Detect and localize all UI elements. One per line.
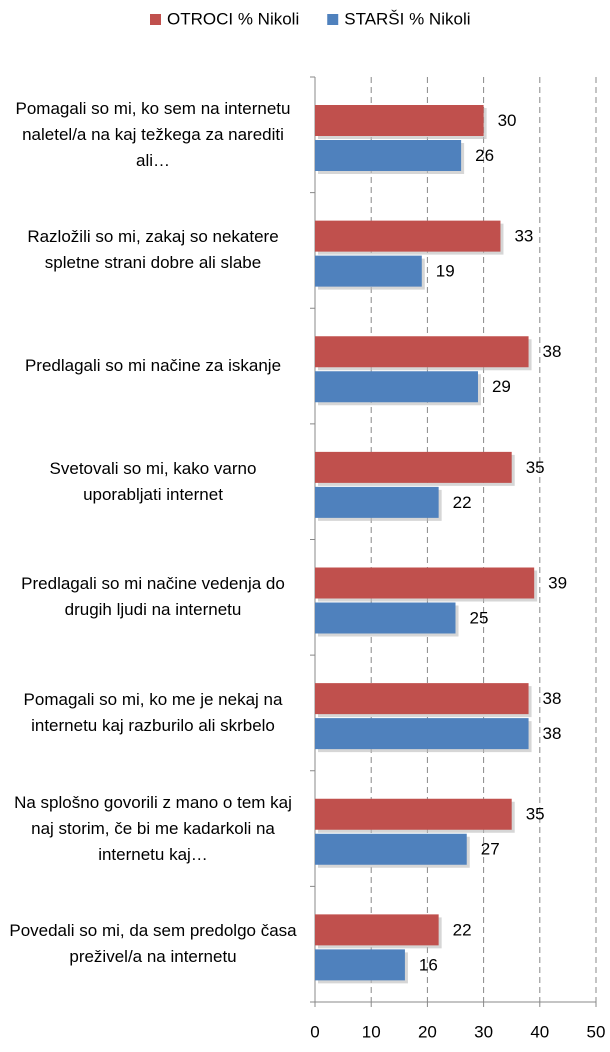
bar xyxy=(315,140,462,171)
bar xyxy=(315,833,467,865)
bar xyxy=(315,567,535,599)
data-label: 35 xyxy=(526,805,545,824)
x-tick-label: 20 xyxy=(418,1022,437,1041)
legend-swatch xyxy=(327,14,339,25)
bar xyxy=(315,798,512,830)
legend-swatch xyxy=(150,14,161,25)
data-label: 38 xyxy=(543,689,562,708)
bar xyxy=(315,105,484,136)
bar xyxy=(315,255,422,287)
bar xyxy=(315,602,456,634)
data-label: 38 xyxy=(543,724,562,743)
bar xyxy=(315,683,529,715)
bar xyxy=(315,371,478,403)
data-label: 35 xyxy=(526,458,545,477)
data-label: 29 xyxy=(492,377,511,396)
category-label: Pomagali so mi, ko sem na internetu nale… xyxy=(15,98,291,170)
data-label: 38 xyxy=(543,342,562,361)
data-label: 39 xyxy=(548,573,567,592)
bar xyxy=(315,914,439,946)
category-label: Svetovali so mi, kako varno uporabljati … xyxy=(49,458,257,504)
data-label: 25 xyxy=(470,608,489,627)
data-label: 22 xyxy=(453,493,472,512)
x-tick-label: 10 xyxy=(362,1022,381,1041)
x-tick-label: 40 xyxy=(530,1022,549,1041)
bar xyxy=(315,451,512,483)
legend-label: STARŠI % Nikoli xyxy=(344,9,470,28)
x-tick-label: 50 xyxy=(587,1022,606,1041)
data-label: 33 xyxy=(514,227,533,246)
category-label: Razložili so mi, zakaj so nekatere splet… xyxy=(27,227,279,273)
category-label: Povedali so mi, da sem predolgo časa pre… xyxy=(9,921,297,967)
bar xyxy=(315,220,501,252)
data-label: 30 xyxy=(498,111,517,130)
x-tick-label: 30 xyxy=(474,1022,493,1041)
bar xyxy=(315,949,405,981)
category-label: Na splošno govorili z mano o tem kaj naj… xyxy=(14,792,292,864)
bar xyxy=(315,486,439,518)
legend-label: OTROCI % Nikoli xyxy=(167,9,299,28)
bar xyxy=(315,336,529,368)
bar xyxy=(315,718,529,750)
data-label: 16 xyxy=(419,955,438,974)
category-label: Predlagali so mi načine vedenja do drugi… xyxy=(21,574,285,620)
data-label: 26 xyxy=(475,146,494,165)
category-label: Pomagali so mi, ko me je nekaj na intern… xyxy=(23,689,283,735)
data-label: 27 xyxy=(481,840,500,859)
data-label: 22 xyxy=(453,920,472,939)
category-label: Predlagali so mi načine za iskanje xyxy=(24,356,282,376)
data-label: 19 xyxy=(436,262,455,281)
x-tick-label: 0 xyxy=(310,1022,319,1041)
